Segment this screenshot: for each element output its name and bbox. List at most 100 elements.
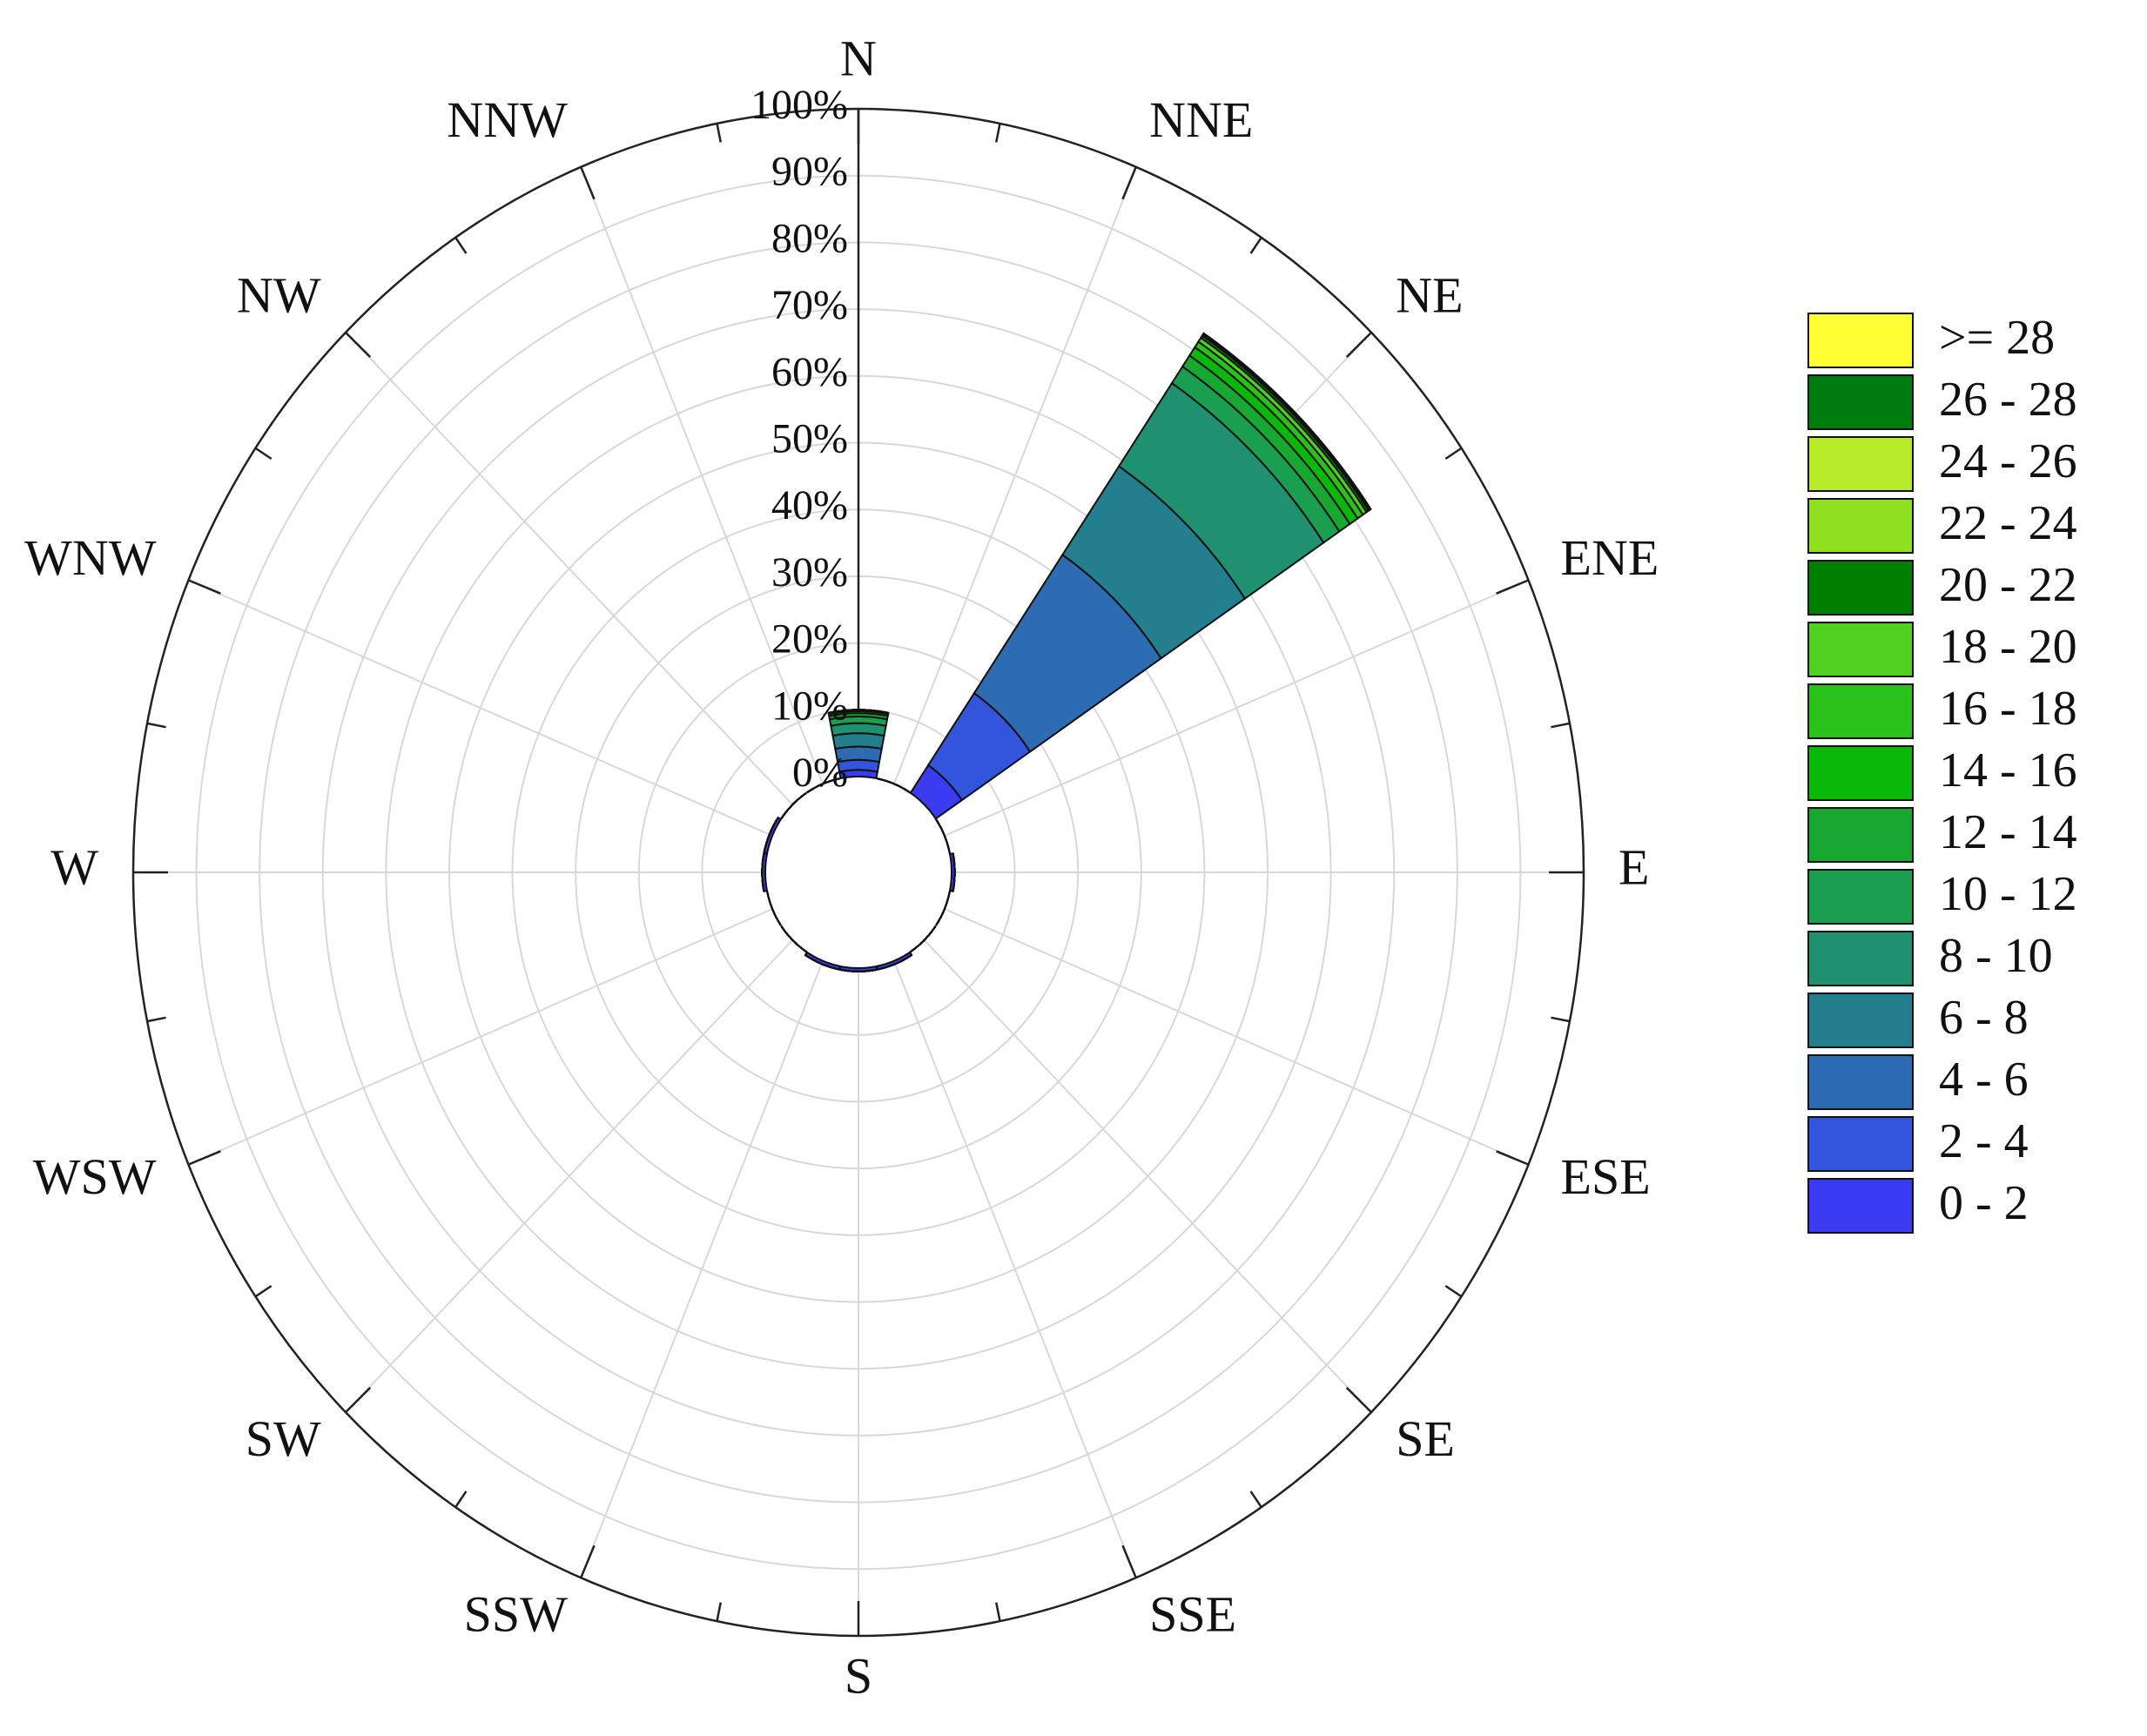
legend-swatch	[1807, 931, 1914, 986]
frame-tick	[1121, 166, 1137, 200]
legend-label: 22 - 24	[1939, 496, 2077, 550]
direction-label: NE	[1396, 266, 1463, 323]
direction-label: W	[50, 838, 98, 895]
legend-label: 8 - 10	[1939, 929, 2053, 983]
wedge-segment	[935, 818, 951, 854]
wedge-segment	[806, 777, 840, 794]
legend-swatch	[1807, 683, 1914, 739]
legend-swatch	[1807, 1178, 1914, 1234]
y-tick-label: 0%	[792, 750, 848, 796]
frame-tick	[580, 166, 596, 200]
wedge-segment	[780, 925, 807, 953]
wedge-segment	[877, 777, 911, 794]
y-tick-label: 30%	[771, 549, 848, 595]
spoke	[188, 579, 773, 837]
legend-swatch	[1807, 498, 1914, 554]
frame-tick	[254, 447, 273, 461]
direction-label: NNW	[447, 91, 568, 148]
legend-label: 12 - 14	[1939, 805, 2077, 859]
legend-swatch	[1807, 374, 1914, 430]
spoke	[923, 939, 1372, 1413]
wedge-segment	[877, 777, 911, 794]
frame-tick	[716, 123, 723, 143]
frame-tick	[580, 1544, 596, 1578]
frame-tick	[146, 1016, 166, 1023]
legend-label: 20 - 22	[1939, 558, 2077, 612]
legend-swatch	[1807, 992, 1914, 1048]
frame-tick	[1551, 722, 1571, 729]
frame-tick	[1345, 331, 1372, 359]
legend-swatch	[1807, 560, 1914, 616]
wedge-segment	[877, 777, 911, 794]
wedge-segment	[804, 951, 841, 971]
frame-tick	[345, 1386, 372, 1414]
spoke	[944, 579, 1529, 837]
y-tick-label: 70%	[771, 282, 848, 328]
wedge-segment	[877, 777, 911, 794]
direction-label: NW	[237, 266, 321, 323]
direction-label: WSW	[33, 1148, 157, 1205]
direction-label: SW	[246, 1410, 321, 1467]
legend-label: 16 - 18	[1939, 682, 2077, 736]
direction-label: SSE	[1149, 1586, 1236, 1643]
legend-label: >= 28	[1939, 311, 2055, 365]
legend-swatch	[1807, 869, 1914, 925]
wedge-segment	[804, 954, 840, 971]
frame-tick	[1496, 1150, 1530, 1166]
wedge-segment	[877, 777, 911, 794]
legend-label: 14 - 16	[1939, 744, 2077, 797]
legend-label: 26 - 28	[1939, 373, 2077, 427]
legend-label: 6 - 8	[1939, 991, 2029, 1045]
wedge-segment	[763, 817, 779, 853]
legend-label: 18 - 20	[1939, 620, 2077, 674]
spoke	[345, 332, 794, 805]
spoke	[580, 166, 824, 784]
frame-tick	[1496, 579, 1530, 595]
y-tick-label: 80%	[771, 215, 848, 261]
direction-label: N	[840, 30, 877, 86]
wedge-segment	[1202, 333, 1372, 510]
grid-ring	[764, 776, 952, 969]
legend-swatch	[1807, 745, 1914, 801]
y-tick-label: 90%	[771, 149, 848, 195]
wedge-segment	[877, 777, 911, 794]
wedge-segment	[877, 777, 911, 794]
wedge-segment	[952, 853, 956, 892]
legend-swatch	[1807, 313, 1914, 368]
frame-tick	[716, 1602, 723, 1622]
spoke	[893, 960, 1137, 1578]
frame-tick	[254, 1284, 273, 1298]
wedge-segment	[877, 777, 911, 794]
y-tick-label: 50%	[771, 416, 848, 462]
wedge-segment	[766, 891, 782, 926]
frame-tick	[994, 1602, 1001, 1622]
direction-label: E	[1619, 838, 1649, 895]
frame-tick	[454, 1490, 468, 1508]
wedge-segment	[877, 777, 911, 794]
y-tick-label: 40%	[771, 482, 848, 528]
legend-label: 2 - 4	[1939, 1114, 2029, 1168]
spoke	[944, 908, 1529, 1166]
legend-swatch	[1807, 436, 1914, 492]
direction-label: SE	[1396, 1410, 1455, 1467]
frame-tick	[1551, 1016, 1571, 1023]
legend-label: 0 - 2	[1939, 1176, 2029, 1230]
legend-label: 24 - 26	[1939, 434, 2077, 488]
wedge-segment	[877, 777, 911, 794]
frame-tick	[1444, 447, 1463, 461]
direction-label: NNE	[1149, 91, 1253, 148]
frame-tick	[1345, 1386, 1372, 1414]
wedge-segment	[876, 951, 913, 971]
legend-label: 10 - 12	[1939, 867, 2077, 921]
frame-tick	[1444, 1284, 1463, 1298]
wedge-segment	[831, 732, 885, 750]
frame-tick	[187, 579, 221, 595]
frame-tick	[146, 722, 166, 729]
spoke	[580, 960, 824, 1578]
wedge-segment	[877, 777, 911, 794]
wedge-segment	[935, 891, 951, 926]
legend-swatch	[1807, 1116, 1914, 1172]
spoke	[893, 166, 1137, 784]
frame-tick	[1249, 237, 1262, 254]
